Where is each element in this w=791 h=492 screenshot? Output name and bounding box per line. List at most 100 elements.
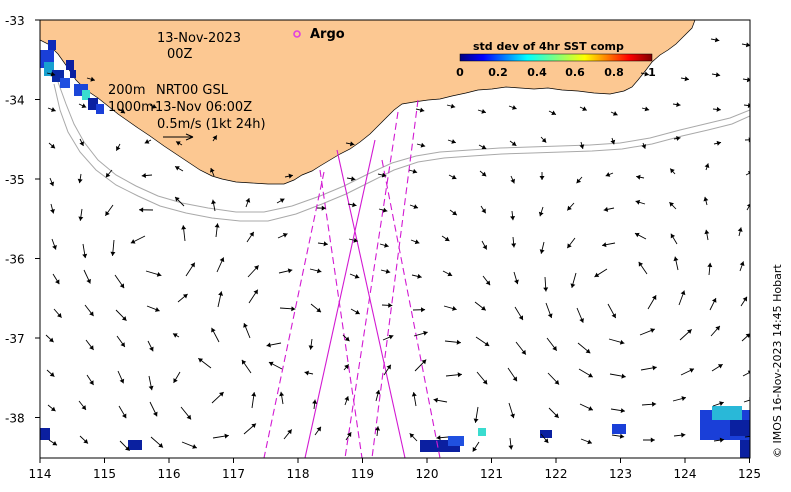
x-tick-label: 115: [93, 467, 116, 481]
current-vector-head: [209, 167, 215, 173]
current-vector-head: [211, 199, 217, 205]
current-vector-head: [669, 202, 674, 207]
current-vector-head: [511, 243, 517, 248]
current-vector-head: [149, 346, 154, 352]
current-vector-head: [579, 318, 584, 323]
current-vector-head: [433, 397, 438, 403]
current-vector-head: [521, 349, 526, 355]
current-vector-head: [51, 107, 56, 112]
current-vector-head: [482, 244, 487, 250]
x-tick-label: 121: [480, 467, 503, 481]
current-vector-head: [704, 163, 710, 168]
y-tick-label: -35: [5, 173, 25, 187]
current-vector-head: [316, 307, 322, 313]
current-vector-head: [452, 306, 457, 311]
current-vector-head: [155, 307, 160, 312]
current-vector-head: [576, 178, 582, 184]
current-vector-head: [512, 105, 517, 110]
current-vector-head: [420, 142, 426, 148]
current-vector-head: [650, 328, 655, 333]
isobath-200m: [57, 81, 750, 213]
current-vector-head: [745, 333, 750, 339]
colorbar: [459, 53, 653, 62]
current-vector-head: [681, 396, 686, 401]
current-vector-head: [323, 241, 328, 247]
current-vector-head: [287, 268, 293, 274]
current-vector-head: [121, 413, 127, 419]
current-vector-head: [748, 137, 750, 143]
current-vector-head: [355, 309, 360, 315]
current-vector-head: [176, 141, 181, 146]
sst-patch-west: [40, 40, 104, 114]
current-vector-head: [551, 110, 556, 115]
current-vector-head: [346, 432, 352, 437]
current-vector-head: [268, 361, 274, 367]
current-vector-head: [610, 139, 616, 145]
current-vector-head: [508, 445, 514, 450]
current-vector-head: [512, 376, 517, 382]
current-vector-head: [719, 401, 724, 406]
x-tick-label: 124: [674, 467, 697, 481]
current-vector-head: [254, 265, 259, 271]
current-vector-head: [481, 171, 487, 177]
current-vector-head: [218, 291, 224, 296]
current-vector-head: [119, 378, 125, 384]
current-vector-head: [316, 268, 322, 274]
colorbar-tick-label: 0: [456, 66, 464, 79]
current-vector-head: [412, 168, 418, 174]
current-vector-head: [55, 279, 60, 285]
current-vector-head: [83, 438, 88, 444]
current-vector-head: [79, 141, 84, 146]
y-tick-label: -38: [5, 412, 25, 426]
current-vector-head: [120, 108, 126, 114]
current-vector-head: [214, 223, 220, 228]
current-vector-head: [641, 144, 647, 149]
colorbar-title: std dev of 4hr SST comp: [473, 40, 624, 53]
current-vector-head: [121, 316, 127, 321]
current-vector-head: [742, 296, 747, 302]
current-vector-head: [417, 273, 422, 279]
current-vector-head: [670, 233, 676, 239]
current-vector-head: [634, 232, 640, 238]
current-vector-head: [312, 399, 318, 404]
current-vector-head: [651, 295, 657, 300]
current-vector-head: [750, 434, 754, 439]
date-label: 13-Nov-2023: [157, 31, 241, 46]
current-vectors: [45, 37, 754, 452]
current-vector: [743, 399, 750, 403]
current-vector-head: [481, 208, 486, 214]
current-vector-head: [579, 144, 585, 149]
current-vector-head: [684, 76, 689, 82]
current-vector-head: [409, 433, 415, 438]
current-vector-head: [354, 274, 360, 279]
current-vector-head: [141, 173, 146, 179]
x-axis: 114 115 116 117 118 119 120 121 122 123 …: [29, 458, 761, 481]
x-tick-label: 119: [351, 467, 374, 481]
current-vector-head: [594, 272, 600, 277]
current-vector-head: [190, 262, 195, 268]
current-vector-head: [81, 405, 86, 410]
current-vector-head: [119, 283, 125, 289]
current-vector-head: [436, 435, 441, 441]
current-vector-head: [198, 358, 204, 363]
isobath-1000m: [53, 83, 750, 222]
current-vector-head: [650, 437, 655, 443]
current-vector-head: [105, 211, 110, 216]
current-vector-head: [680, 290, 686, 296]
current-vector-head: [77, 178, 83, 184]
current-vector-head: [651, 401, 657, 407]
current-vector-head: [89, 345, 94, 350]
current-vector-head: [353, 237, 358, 243]
current-vector-head: [153, 411, 158, 417]
current-vector-head: [514, 279, 519, 285]
x-tick-label: 114: [29, 467, 52, 481]
current-vector-head: [746, 203, 750, 208]
current-vector-head: [175, 196, 180, 202]
current-vector-head: [689, 368, 695, 373]
current-vector-head: [472, 446, 478, 452]
current-vector-head: [747, 370, 750, 375]
current-vector-head: [57, 313, 62, 318]
scale-arrow: [163, 133, 194, 141]
current-vector-head: [266, 342, 271, 348]
current-vector-head: [539, 249, 545, 254]
